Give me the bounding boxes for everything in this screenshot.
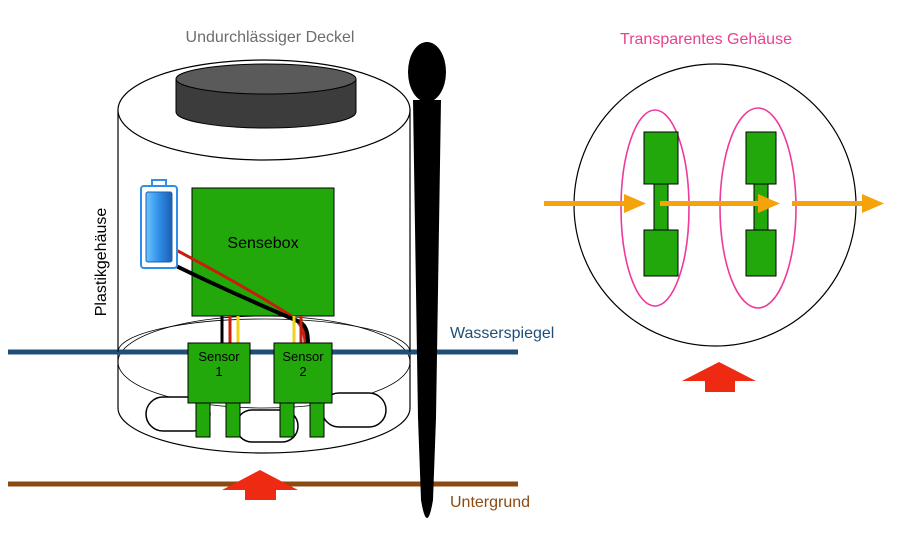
sensor-1-label-line2: 1 [215,364,222,379]
sensor-2-label-line1: Sensor [282,349,324,364]
water-label-bg [448,322,568,344]
wires [171,248,310,345]
bottom-openings [145,392,387,443]
plastic-housing [117,110,411,454]
stake-label: Pfahl [451,162,468,198]
sensor-2-label-line2: 2 [299,364,306,379]
sensebox [191,187,335,317]
water-level-label: Wasserspiegel [450,325,554,342]
sensor-1-label-line1: Sensor [198,349,240,364]
transparent-housing-detail [544,63,884,392]
stake [408,42,446,518]
ground-label: Untergrund [450,494,530,511]
lid-label: Undurchlässiger Deckel [186,29,355,46]
transparent-housing-label: Transparentes Gehäuse [620,31,792,48]
sensor-1 [187,342,251,438]
flow-arrows [544,194,884,213]
housing-label: Plastikgehäuse [93,208,110,317]
impermeable-lid [175,63,357,129]
sensor-1-topview [643,131,679,277]
inflow-arrow-left [222,470,298,500]
battery-icon [140,179,178,269]
sensebox-label: Sensebox [227,235,298,252]
sensor-2 [273,342,333,438]
inflow-arrow-right [682,362,756,392]
water-surface [117,318,411,353]
